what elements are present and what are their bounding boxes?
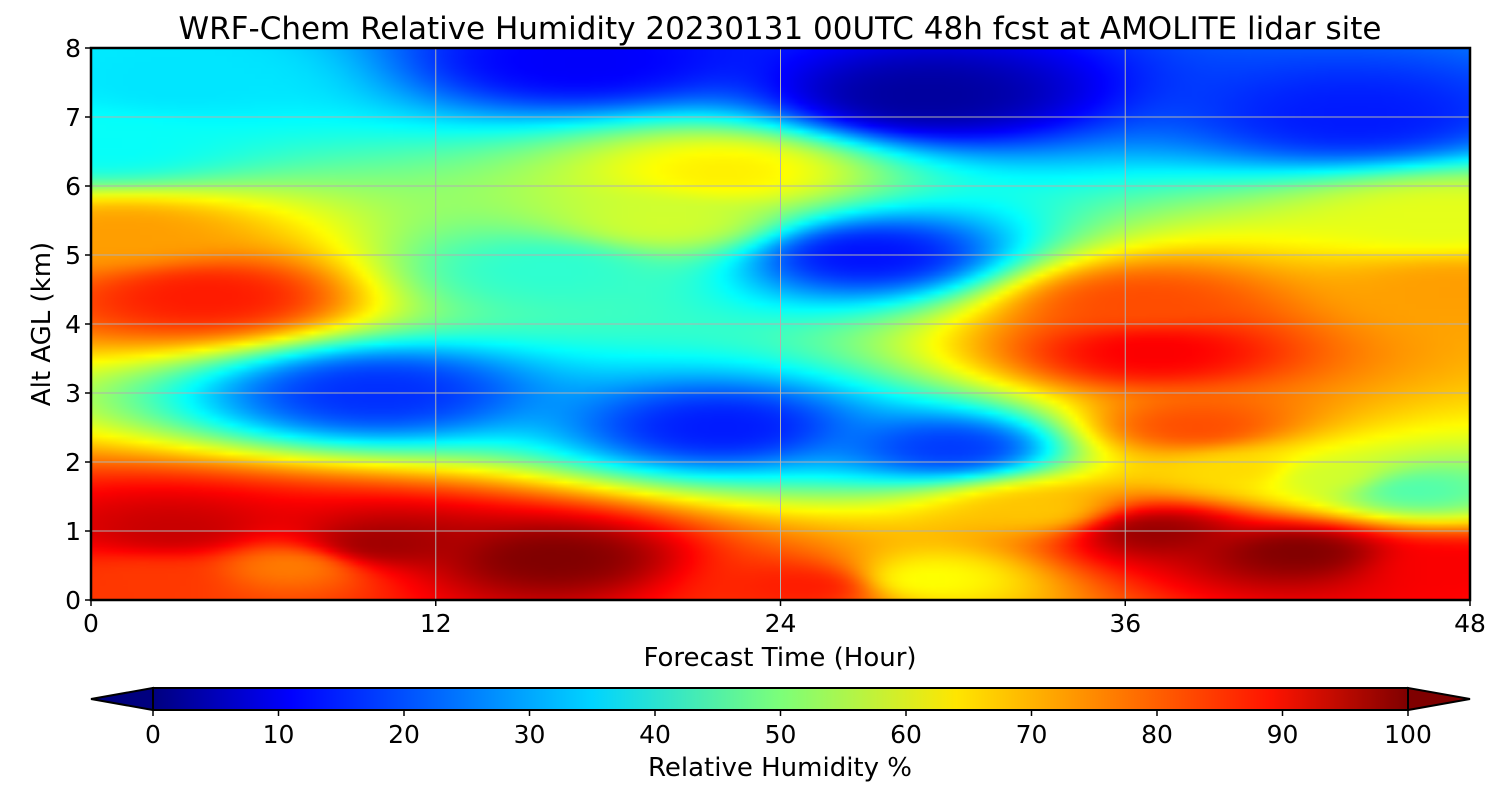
y-axis-label: Alt AGL (km) xyxy=(27,242,57,406)
colorbar-tick-label: 80 xyxy=(1141,720,1173,749)
x-tick-label: 12 xyxy=(420,609,452,638)
y-tick-label: 7 xyxy=(65,103,81,132)
y-tick-label: 3 xyxy=(65,379,81,408)
x-tick-label: 36 xyxy=(1109,609,1141,638)
colorbar-tick-label: 70 xyxy=(1016,720,1048,749)
grid-lines xyxy=(91,48,1470,600)
colorbar-gradient xyxy=(152,687,1409,711)
y-tick-label: 2 xyxy=(65,448,81,477)
x-axis-ticks: 0 12 24 36 48 xyxy=(83,600,1486,638)
colorbar-tick-label: 50 xyxy=(765,720,797,749)
chart-title: WRF-Chem Relative Humidity 20230131 00UT… xyxy=(178,11,1381,47)
x-tick-label: 24 xyxy=(765,609,797,638)
colorbar-tick-label: 0 xyxy=(145,720,161,749)
y-tick-label: 0 xyxy=(65,586,81,615)
x-tick-label: 48 xyxy=(1454,609,1486,638)
colorbar-tick-label: 40 xyxy=(639,720,671,749)
colorbar-label: Relative Humidity % xyxy=(648,753,912,783)
x-axis-label: Forecast Time (Hour) xyxy=(643,643,916,673)
colorbar-tick-label: 20 xyxy=(388,720,420,749)
y-tick-label: 4 xyxy=(65,310,81,339)
y-axis-ticks: 0 1 2 3 4 5 6 7 8 xyxy=(65,34,91,615)
colorbar-extend-min xyxy=(90,686,154,712)
y-tick-label: 8 xyxy=(65,34,81,63)
colorbar-tick-label: 60 xyxy=(890,720,922,749)
colorbar-ticks: 0 10 20 30 40 50 60 70 80 90 100 xyxy=(145,710,1432,749)
colorbar-tick-label: 100 xyxy=(1384,720,1432,749)
y-tick-label: 5 xyxy=(65,241,81,270)
x-tick-label: 0 xyxy=(83,609,99,638)
y-tick-label: 1 xyxy=(65,517,81,546)
y-tick-label: 6 xyxy=(65,172,81,201)
colorbar-extend-max xyxy=(1407,686,1471,712)
colorbar-tick-label: 10 xyxy=(263,720,295,749)
colorbar: 0 10 20 30 40 50 60 70 80 90 100 Relative Humidity… xyxy=(90,686,1471,783)
colorbar-tick-label: 30 xyxy=(514,720,546,749)
colorbar-tick-label: 90 xyxy=(1267,720,1299,749)
